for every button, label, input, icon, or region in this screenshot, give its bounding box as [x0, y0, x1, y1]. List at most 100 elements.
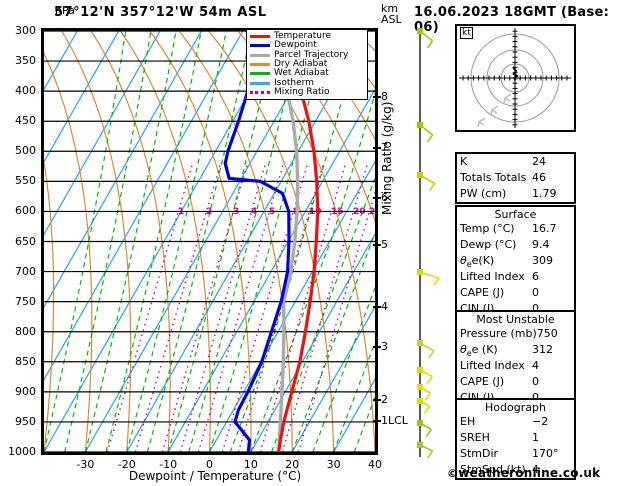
altitude-tick-label: 4: [381, 300, 388, 313]
legend-item-dry-adiabat: Dry Adiabat: [250, 60, 364, 69]
series-dewpoint: [223, 31, 291, 452]
altitude-unit-label: km ASL: [381, 3, 402, 25]
table-row-value: 0: [532, 286, 539, 299]
hodograph-canvas: [459, 28, 571, 128]
indices-table: K 24 Totals Totals 46 PW (cm) 1.79: [455, 152, 576, 204]
table-row-key: θee(K): [460, 254, 495, 270]
table-row: StmSpd (kt) 4: [457, 462, 574, 478]
table-row: EH −2: [457, 414, 574, 430]
table-row-key: StmDir: [460, 447, 499, 460]
mixing-ratio-label: 25: [369, 207, 378, 217]
hodograph-height-marker: [477, 117, 486, 128]
mixing-ratio-label: 1: [178, 207, 184, 217]
mixing-ratio-label: 2: [206, 207, 212, 217]
table-row: K 24: [457, 154, 574, 170]
table-title: Surface: [494, 208, 537, 221]
table-row: θee(K) 309: [457, 253, 574, 269]
altitude-tick-label: 5: [381, 238, 388, 251]
table-row-key: PW (cm): [460, 187, 507, 200]
legend-label: Temperature: [274, 31, 332, 42]
table-row-key: Pressure (mb): [460, 327, 537, 340]
pressure-tick-label: 600: [15, 204, 36, 218]
copyright-text: weatheronline.co.uk: [458, 466, 601, 480]
legend-label: Wet Adiabat: [274, 68, 329, 79]
table-row-value: 0: [532, 302, 539, 315]
legend-label: Dry Adiabat: [274, 59, 328, 70]
legend-item-isotherm: Isotherm: [250, 78, 364, 87]
pressure-tick-label: 500: [15, 144, 36, 158]
table-row-key: Temp (°C): [460, 222, 515, 235]
table-row: CAPE (J) 0: [457, 285, 574, 301]
temperature-tick-label: 30: [326, 458, 341, 471]
altitude-tick-mark: [373, 147, 381, 149]
pressure-tick-label: 700: [15, 264, 36, 278]
table-row-value: 16.7: [532, 222, 557, 235]
altitude-tick-label: 7: [381, 141, 388, 154]
table-row-value: 9.4: [532, 238, 550, 251]
temperature-tick-label: -20: [117, 458, 136, 471]
table-row: Lifted Index 4: [457, 358, 574, 374]
surface-table: Surface Temp (°C) 16.7 Dewp (°C) 9.4 θee(K) 30…: [455, 205, 576, 319]
legend-swatch: [250, 72, 270, 76]
table-row-value: 309: [532, 254, 553, 267]
table-row-value: 46: [532, 171, 546, 184]
legend-item-mixing-ratio: Mixing Ratio: [250, 86, 364, 97]
pressure-tick-label: 350: [15, 54, 36, 68]
temperature-tick-label: 20: [285, 458, 300, 471]
pressure-tick-label: 750: [15, 294, 36, 308]
altitude-tick-mark: [373, 346, 381, 348]
pressure-tick-label: 800: [15, 324, 36, 338]
table-row: Temp (°C) 16.7: [457, 221, 574, 237]
table-row-key: Lifted Index: [460, 270, 525, 283]
hodograph-panel: kt: [455, 24, 576, 132]
table-row: SREH 1: [457, 430, 574, 446]
chart-legend: Temperature Dewpoint Parcel Trajectory Dry …: [246, 29, 368, 101]
table-title: Most Unstable: [476, 313, 555, 326]
legend-label: Isotherm: [274, 77, 314, 88]
table-row: Pressure (mb) 750: [457, 326, 574, 342]
table-row-key: Lifted Index: [460, 359, 525, 372]
table-title: Hodograph: [485, 401, 546, 414]
legend-item-wet-adiabat: Wet Adiabat: [250, 69, 364, 78]
table-row-key: CAPE (J): [460, 286, 505, 299]
hodograph-table: Hodograph EH −2 SREH 1 StmDir 170° StmSpd (kt) 4: [455, 398, 576, 480]
table-row-value: −2: [532, 415, 549, 428]
pressure-tick-label: 650: [15, 234, 36, 248]
altitude-tick-label: 1LCL: [381, 414, 408, 427]
table-row-value: 4: [532, 359, 539, 372]
pressure-unit-label: hPa: [55, 4, 75, 17]
temperature-tick-label: 10: [243, 458, 258, 471]
table-row-value: 750: [536, 327, 558, 340]
table-row-value: 312: [532, 343, 553, 356]
copyright-footer: ©weatheronline.co.uk: [447, 466, 600, 480]
pressure-tick-label: 400: [15, 84, 36, 98]
mixing-ratio-label: 3: [233, 207, 239, 217]
table-row: StmDir 170°: [457, 446, 574, 462]
temperature-tick-label: -30: [76, 458, 95, 471]
table-row: Dewp (°C) 9.4: [457, 237, 574, 253]
altitude-tick-label: 8: [381, 90, 388, 103]
table-row: Totals Totals 46: [457, 170, 574, 186]
pressure-tick-label: 300: [15, 24, 36, 37]
legend-item-temperature: Temperature: [250, 32, 364, 41]
altitude-tick-mark: [373, 197, 381, 199]
legend-swatch: [250, 81, 270, 85]
table-row-key: SREH: [460, 431, 490, 444]
temperature-tick-label: 0: [206, 458, 213, 471]
table-row: PW (cm) 1.79: [457, 186, 574, 202]
legend-label: Parcel Trajectory: [274, 49, 349, 60]
table-row-key: Totals Totals: [460, 171, 527, 184]
mixing-ratio-label: 20: [353, 207, 366, 217]
table-row-value: 6: [532, 270, 539, 283]
hodograph-height-marker: [490, 105, 499, 116]
most-unstable-table: Most Unstable Pressure (mb) 750 θee (K) 312 L…: [455, 310, 576, 408]
mixing-ratio-label: 15: [331, 207, 344, 217]
table-row-key: K: [460, 155, 468, 168]
legend-label: Mixing Ratio: [274, 86, 330, 97]
legend-swatch: [250, 44, 270, 48]
table-row-value: 170°: [532, 447, 559, 460]
x-axis-title: Dewpoint / Temperature (°C): [128, 469, 302, 483]
table-row: θee (K) 312: [457, 342, 574, 358]
copyright-icon: ©: [447, 467, 459, 480]
series-parcel-trajectory: [260, 31, 300, 452]
